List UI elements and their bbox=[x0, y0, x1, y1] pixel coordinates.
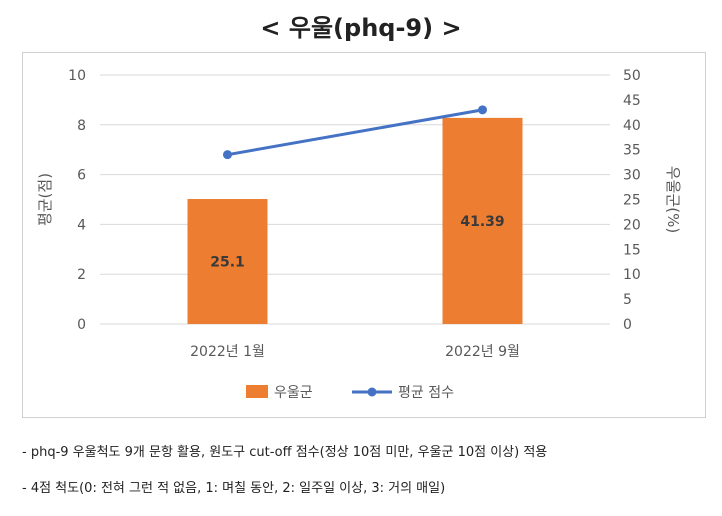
chart-title: < 우울(phq-9) > bbox=[260, 14, 462, 42]
y-right-tick-label: 50 bbox=[623, 68, 641, 84]
y-right-tick-label: 20 bbox=[623, 217, 641, 233]
y-left-tick-label: 8 bbox=[77, 118, 86, 134]
y-right-tick-label: 45 bbox=[623, 93, 641, 109]
bar-data-label: 25.1 bbox=[210, 255, 245, 271]
y-right-tick-label: 25 bbox=[623, 193, 641, 209]
line-series-path bbox=[227, 108, 483, 157]
x-tick-label: 2022년 9월 bbox=[445, 344, 520, 360]
bar-2 bbox=[442, 117, 523, 324]
y-left-tick-label: 10 bbox=[68, 68, 86, 84]
bar-1 bbox=[187, 199, 268, 324]
legend-line-label: 평균 점수 bbox=[398, 385, 454, 401]
y-right-tick-label: 30 bbox=[623, 168, 641, 184]
legend-line-marker bbox=[367, 387, 377, 397]
footnote-1: - phq-9 우울척도 9개 문항 활용, 원도구 cut-off 점수(정상… bbox=[22, 445, 548, 460]
y-right-tick-label: 10 bbox=[623, 267, 641, 283]
line-point-2 bbox=[478, 105, 487, 115]
y-right-tick-label: 0 bbox=[623, 317, 632, 333]
y-right-tick-label: 40 bbox=[623, 118, 641, 134]
footnote-2: - 4점 척도(0: 전혀 그런 적 없음, 1: 며칠 동안, 2: 일주일 … bbox=[22, 481, 446, 496]
y-right-tick-label: 5 bbox=[623, 292, 632, 308]
combo-chart: 25.1 41.39 0 2 4 6 8 10 0 5 10 15 20 25 30 35 40 45 50 평균(… bbox=[36, 68, 682, 401]
y-right-axis-title: 우울군(%) bbox=[664, 166, 682, 233]
legend-bar-label: 우울군 bbox=[274, 385, 313, 401]
y-left-tick-label: 0 bbox=[77, 317, 86, 333]
line-point-1 bbox=[223, 150, 232, 160]
footnotes: - phq-9 우울척도 9개 문항 활용, 원도구 cut-off 점수(정상… bbox=[22, 426, 547, 516]
chart-area bbox=[22, 52, 706, 418]
legend-bar-swatch bbox=[246, 385, 268, 398]
y-left-tick-label: 2 bbox=[77, 267, 86, 283]
y-right-tick-label: 35 bbox=[623, 143, 641, 159]
y-left-tick-label: 4 bbox=[77, 217, 86, 233]
y-left-tick-label: 6 bbox=[77, 168, 86, 184]
y-left-axis-title: 평균(점) bbox=[36, 173, 54, 226]
bar-data-label: 41.39 bbox=[460, 214, 504, 230]
x-tick-label: 2022년 1월 bbox=[190, 344, 265, 360]
y-right-tick-label: 15 bbox=[623, 242, 641, 258]
